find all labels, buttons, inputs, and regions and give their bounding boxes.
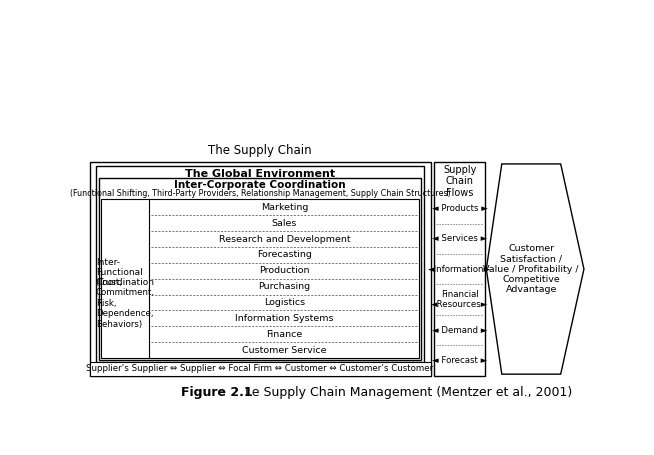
Text: ◄ Demand ►: ◄ Demand ►	[432, 326, 487, 334]
Text: ◄ Products ►: ◄ Products ►	[432, 204, 487, 213]
Text: Customer Service: Customer Service	[242, 345, 326, 354]
Text: Supplier’s Supplier ⇔ Supplier ⇔ Focal Firm ⇔ Customer ⇔ Customer’s Customer: Supplier’s Supplier ⇔ Supplier ⇔ Focal F…	[86, 364, 434, 373]
Text: Production: Production	[259, 266, 309, 275]
Text: Supply
Chain
Flows: Supply Chain Flows	[443, 165, 476, 198]
Text: Figure 2.1: Figure 2.1	[181, 386, 253, 399]
Bar	[90, 362, 430, 376]
Text: ◄ Forecast ►: ◄ Forecast ►	[432, 356, 487, 365]
Text: ◄Information►: ◄Information►	[428, 265, 491, 274]
Text: Information Systems: Information Systems	[235, 314, 334, 323]
Text: Finance: Finance	[266, 330, 303, 339]
Text: (Functional Shifting, Third-Party Providers, Relationship Management, Supply Cha: (Functional Shifting, Third-Party Provid…	[69, 188, 451, 197]
Text: The Supply Chain: The Supply Chain	[208, 144, 312, 157]
Text: Financial
◄Resources►: Financial ◄Resources►	[431, 290, 489, 309]
Text: The Global Environment: The Global Environment	[185, 169, 335, 179]
Text: Research and Development: Research and Development	[218, 234, 351, 243]
Text: (Trust,
Commitment,
Risk,
Dependence,
Behaviors): (Trust, Commitment, Risk, Dependence, Be…	[95, 278, 154, 329]
Bar	[434, 162, 485, 376]
Text: Inter-
Functional
Coordination: Inter- Functional Coordination	[96, 258, 154, 288]
Bar	[101, 199, 419, 358]
Text: Logistics: Logistics	[264, 298, 305, 307]
Text: Forecasting: Forecasting	[257, 250, 312, 259]
Text: Marketing: Marketing	[261, 203, 308, 212]
Bar	[99, 178, 421, 359]
Text: Customer
Satisfaction /
Value / Profitability /
Competitive
Advantage: Customer Satisfaction / Value / Profitab…	[483, 244, 579, 294]
Text: Sales: Sales	[271, 219, 297, 228]
Text: Le Supply Chain Management (Mentzer et al., 2001): Le Supply Chain Management (Mentzer et a…	[237, 386, 572, 399]
Text: ◄ Services ►: ◄ Services ►	[432, 234, 487, 243]
Text: Inter-Corporate Coordination: Inter-Corporate Coordination	[174, 180, 346, 190]
Text: Purchasing: Purchasing	[258, 282, 311, 291]
Bar	[90, 162, 430, 376]
Bar	[95, 166, 424, 362]
Polygon shape	[487, 164, 584, 374]
